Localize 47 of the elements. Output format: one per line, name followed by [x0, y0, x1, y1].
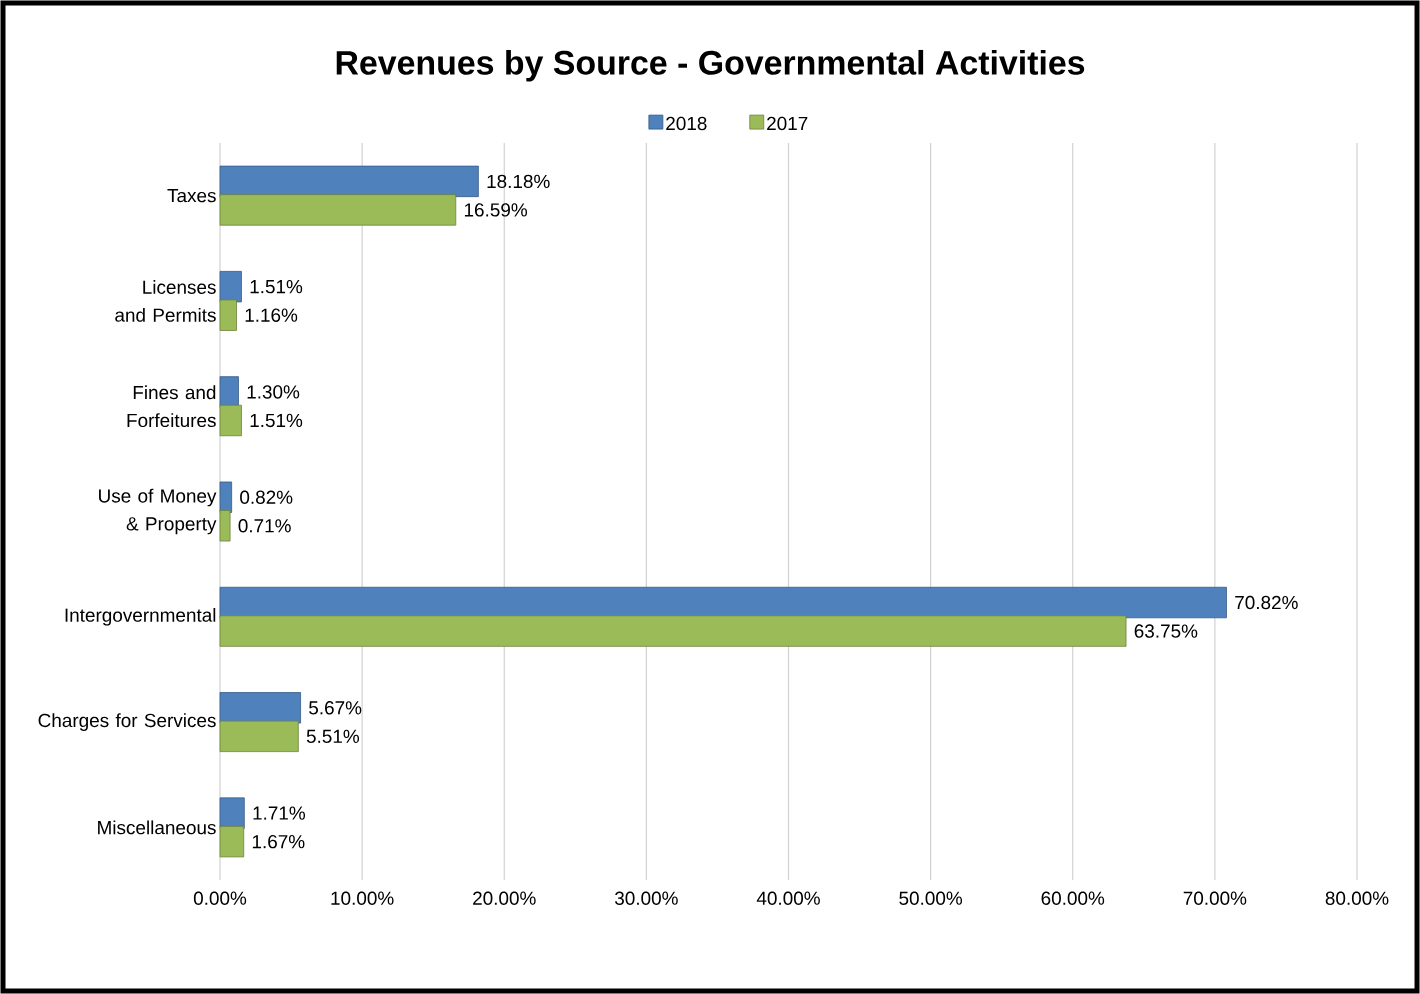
data-label: 63.75% — [1134, 624, 1198, 638]
bar — [219, 797, 245, 829]
y-tick-label: Miscellaneous — [98, 820, 216, 835]
legend-label: 2017 — [767, 116, 808, 131]
bar — [219, 481, 233, 513]
bar — [219, 376, 239, 408]
data-label: 0.82% — [240, 490, 293, 504]
bar — [219, 510, 231, 542]
x-tick-label: 30.00% — [614, 891, 678, 905]
x-tick-label: 60.00% — [1041, 891, 1105, 905]
legend-label: 2018 — [666, 116, 707, 131]
y-tick-label: Licenses and Permits — [115, 280, 216, 322]
x-tick-label: 40.00% — [756, 891, 820, 905]
chart-title: Revenues by Source - Governmental Activities — [336, 49, 1085, 82]
data-label: 1.71% — [253, 806, 306, 820]
bar — [219, 720, 299, 753]
data-label: 1.67% — [252, 834, 305, 849]
data-label: 1.16% — [245, 308, 298, 322]
data-label: 5.67% — [309, 701, 362, 715]
x-tick-label: 10.00% — [331, 891, 394, 905]
bar — [219, 586, 1227, 619]
bar — [219, 165, 479, 198]
x-tick-label: 20.00% — [473, 891, 536, 905]
x-tick-label: 0.00% — [193, 891, 247, 905]
data-label: 5.51% — [306, 729, 360, 744]
data-label: 1.51% — [250, 280, 303, 294]
y-tick-label: Intergovernmental — [65, 607, 216, 626]
bar — [219, 299, 237, 331]
data-label: 18.18% — [487, 174, 550, 189]
bar — [219, 404, 242, 437]
data-label: 0.71% — [238, 519, 291, 533]
x-tick-label: 80.00% — [1325, 891, 1389, 905]
bar — [219, 615, 1127, 647]
y-tick-label: Taxes — [167, 189, 216, 203]
bar — [219, 194, 457, 226]
bar — [219, 825, 245, 858]
data-label: 1.30% — [247, 385, 300, 399]
x-tick-label: 50.00% — [899, 891, 963, 905]
y-tick-label: Fines and Forfeitures — [127, 385, 216, 428]
bar — [219, 271, 242, 303]
x-tick-label: 70.00% — [1183, 891, 1247, 905]
data-label: 16.59% — [464, 203, 528, 217]
bar — [219, 692, 301, 724]
data-label: 1.51% — [250, 413, 303, 428]
y-tick-label: Use of Money & Property — [99, 488, 217, 535]
data-label: 70.82% — [1235, 595, 1298, 610]
y-tick-label: Charges for Services — [38, 713, 216, 731]
